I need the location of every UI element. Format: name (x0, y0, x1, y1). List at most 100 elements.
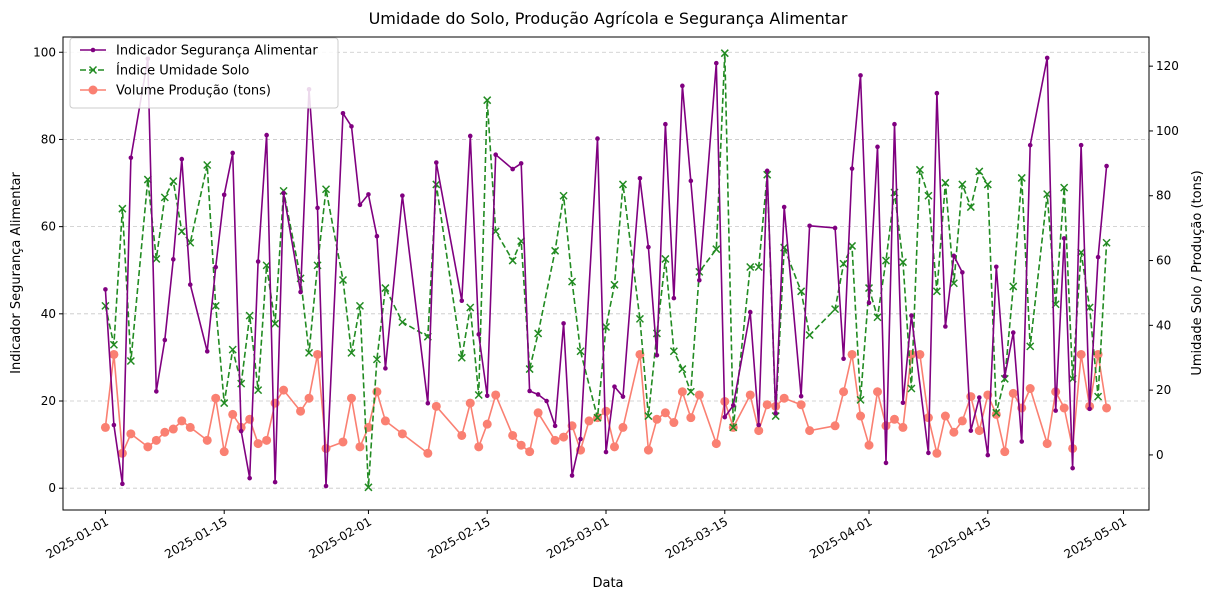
data-point (211, 393, 221, 403)
y-tick-label-left: 20 (41, 394, 56, 408)
x-axis-label: Data (592, 576, 623, 591)
y-tick-label-right: 100 (1156, 124, 1179, 138)
data-point (745, 390, 755, 400)
data-point (169, 177, 178, 186)
data-point (346, 393, 356, 403)
data-point (103, 287, 108, 292)
data-point (398, 318, 407, 327)
data-point (425, 400, 431, 406)
y-tick-label-right: 120 (1156, 59, 1179, 73)
data-point (686, 387, 695, 396)
data-point (1026, 342, 1035, 351)
data-point (924, 191, 933, 200)
data-point (272, 479, 278, 485)
data-point (516, 440, 526, 450)
data-point (1009, 282, 1018, 291)
data-point (170, 257, 176, 262)
data-point (1000, 447, 1010, 457)
data-point (1061, 236, 1067, 241)
data-point (482, 419, 492, 429)
plot-series (100, 49, 1112, 492)
data-point (975, 167, 984, 176)
data-point (228, 345, 237, 354)
data-point (111, 422, 117, 428)
data-point (923, 413, 933, 423)
y-tick-label-right: 60 (1156, 254, 1171, 268)
data-point (510, 166, 515, 172)
data-point (603, 449, 609, 455)
data-point (713, 60, 719, 66)
legend-swatch-marker (88, 85, 98, 95)
data-point (213, 264, 219, 270)
data-point (595, 136, 600, 141)
data-point (985, 452, 991, 458)
data-point (544, 398, 549, 404)
legend-label: Indicador Segurança Alimentar (116, 44, 318, 59)
data-point (584, 416, 594, 426)
data-point (1104, 163, 1109, 169)
data-point (847, 349, 857, 359)
data-point (237, 379, 246, 388)
data-point (550, 435, 560, 445)
x-tick-label: 2025-04-01 (807, 514, 874, 561)
data-point (168, 424, 178, 434)
data-point (941, 178, 950, 187)
data-point (1095, 254, 1101, 260)
data-point (669, 347, 678, 356)
data-point (474, 442, 484, 452)
data-point (831, 305, 840, 314)
data-point (968, 428, 974, 433)
data-point (839, 387, 849, 397)
data-point (533, 408, 543, 418)
data-point (677, 387, 687, 397)
data-point (219, 447, 229, 457)
data-point (618, 180, 627, 189)
data-point (179, 156, 185, 162)
data-point (898, 422, 908, 432)
data-point (484, 393, 490, 399)
data-point (688, 178, 694, 184)
x-tick-label: 2025-01-01 (44, 514, 111, 561)
data-point (160, 427, 170, 437)
data-point (203, 160, 212, 169)
data-point (796, 400, 806, 410)
data-point (508, 256, 517, 265)
data-point (601, 406, 611, 416)
data-point (660, 408, 670, 418)
data-point (400, 193, 405, 198)
data-point (578, 436, 583, 442)
data-point (355, 442, 365, 452)
y-tick-label-left: 60 (41, 220, 56, 234)
data-point (1043, 190, 1052, 199)
data-point (841, 356, 846, 362)
data-point (1087, 406, 1092, 412)
legend-label: Índice Umidade Solo (116, 63, 249, 79)
data-point (856, 395, 865, 404)
data-point (609, 442, 619, 452)
data-point (593, 413, 602, 422)
data-point (151, 435, 161, 445)
data-point (694, 390, 704, 400)
data-point (909, 313, 914, 318)
data-point (423, 448, 433, 458)
data-point (635, 314, 644, 323)
data-point (569, 473, 575, 478)
data-point (120, 481, 125, 487)
data-point (932, 287, 941, 296)
data-point (856, 411, 866, 421)
data-point (100, 422, 110, 432)
legend-swatch-marker (90, 47, 96, 53)
data-point (805, 426, 815, 436)
data-point (338, 275, 348, 285)
data-point (466, 303, 475, 312)
data-point (1102, 238, 1111, 247)
data-point (380, 416, 390, 426)
data-point (1002, 373, 1008, 379)
data-point (932, 448, 942, 458)
data-point (1000, 374, 1009, 383)
y-tick-label-right: 80 (1156, 189, 1171, 203)
data-point (849, 166, 855, 171)
data-point (1053, 408, 1058, 413)
data-point (686, 413, 696, 423)
